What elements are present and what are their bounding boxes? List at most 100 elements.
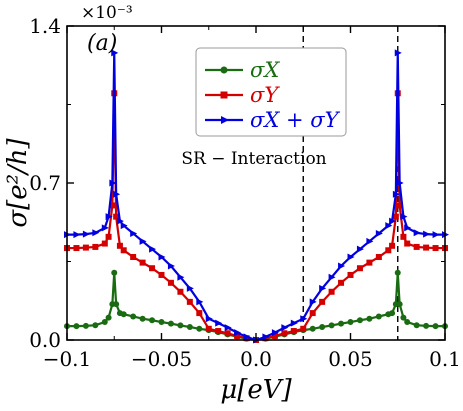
data-point bbox=[432, 245, 439, 252]
legend-label-2: σX + σY bbox=[250, 108, 341, 132]
data-point bbox=[392, 213, 399, 220]
data-point bbox=[92, 322, 99, 329]
data-point bbox=[186, 323, 193, 330]
data-point bbox=[101, 319, 108, 326]
data-point bbox=[149, 245, 157, 253]
legend-marker-0 bbox=[220, 66, 228, 74]
data-point bbox=[224, 330, 231, 337]
data-point bbox=[120, 247, 127, 254]
data-point bbox=[328, 288, 335, 295]
data-point bbox=[400, 213, 408, 221]
data-point bbox=[149, 317, 156, 324]
data-point bbox=[271, 329, 279, 337]
data-point bbox=[319, 323, 326, 330]
data-point bbox=[356, 265, 363, 272]
data-point bbox=[82, 244, 89, 251]
data-point bbox=[177, 288, 184, 295]
data-point bbox=[177, 322, 184, 329]
x-tick-label: 0.05 bbox=[328, 347, 373, 371]
data-point bbox=[338, 320, 345, 327]
data-point bbox=[234, 332, 241, 339]
data-point bbox=[215, 328, 222, 335]
data-point bbox=[366, 259, 373, 266]
data-point bbox=[120, 222, 128, 230]
data-point bbox=[389, 242, 396, 249]
data-point bbox=[111, 49, 119, 57]
data-point bbox=[432, 231, 440, 239]
data-point bbox=[366, 237, 374, 245]
data-point bbox=[309, 310, 316, 317]
data-point bbox=[375, 313, 382, 320]
data-point bbox=[92, 229, 100, 237]
data-point bbox=[404, 224, 412, 232]
legend-label-0: σX bbox=[250, 58, 280, 82]
data-point bbox=[158, 253, 166, 261]
data-point bbox=[205, 325, 212, 332]
data-point bbox=[396, 202, 403, 209]
data-point bbox=[158, 319, 165, 326]
data-point bbox=[338, 262, 346, 270]
y-axis-title: σ[e²/h] bbox=[3, 137, 33, 227]
data-point bbox=[139, 315, 146, 322]
data-point bbox=[105, 233, 112, 240]
data-point bbox=[73, 245, 80, 252]
data-point bbox=[73, 323, 80, 330]
data-point bbox=[196, 310, 203, 317]
series-0 bbox=[64, 269, 448, 343]
data-point bbox=[109, 202, 116, 209]
data-point bbox=[423, 322, 430, 329]
data-point bbox=[432, 323, 439, 330]
data-point bbox=[309, 298, 317, 306]
data-point bbox=[396, 301, 403, 308]
data-point bbox=[196, 325, 203, 332]
data-point bbox=[196, 298, 204, 306]
data-point bbox=[167, 262, 175, 270]
data-point bbox=[375, 229, 383, 237]
data-point bbox=[309, 325, 316, 332]
data-point bbox=[328, 273, 336, 281]
data-point bbox=[389, 217, 397, 225]
data-point bbox=[389, 310, 396, 317]
data-point bbox=[130, 313, 137, 320]
data-point bbox=[139, 237, 147, 245]
x-tick-label: −0.1 bbox=[43, 347, 92, 371]
x-tick-label: −0.05 bbox=[131, 347, 192, 371]
data-point bbox=[423, 230, 431, 238]
data-point bbox=[271, 332, 278, 339]
data-point bbox=[186, 298, 193, 305]
data-point bbox=[356, 245, 364, 253]
data-point bbox=[281, 324, 289, 332]
data-point bbox=[300, 325, 307, 332]
data-point bbox=[400, 233, 407, 240]
y-tick-label: 0.7 bbox=[29, 171, 61, 195]
data-point bbox=[347, 319, 354, 326]
data-point bbox=[375, 254, 382, 261]
annotation-text: SR − Interaction bbox=[181, 149, 326, 169]
data-point bbox=[394, 49, 402, 57]
data-point bbox=[177, 273, 185, 281]
data-point bbox=[109, 179, 117, 187]
data-point bbox=[366, 315, 373, 322]
data-point bbox=[113, 190, 121, 198]
x-axis-title: μ[eV] bbox=[220, 375, 292, 405]
series-line-0 bbox=[67, 272, 445, 342]
data-point bbox=[394, 269, 401, 276]
data-point bbox=[392, 190, 400, 198]
legend-marker-1 bbox=[220, 91, 228, 99]
data-point bbox=[215, 319, 223, 327]
data-point bbox=[139, 259, 146, 266]
data-point bbox=[130, 254, 137, 261]
data-point bbox=[116, 217, 124, 225]
data-point bbox=[205, 315, 213, 323]
data-point bbox=[234, 329, 242, 337]
data-point bbox=[105, 213, 113, 221]
data-point bbox=[158, 271, 165, 278]
data-point bbox=[290, 328, 297, 335]
data-point bbox=[347, 253, 355, 261]
data-point bbox=[224, 324, 232, 332]
data-point bbox=[92, 243, 99, 250]
data-point bbox=[413, 229, 421, 237]
legend-label-1: σY bbox=[250, 83, 280, 107]
y-multiplier-label: ×10⁻³ bbox=[81, 3, 133, 23]
